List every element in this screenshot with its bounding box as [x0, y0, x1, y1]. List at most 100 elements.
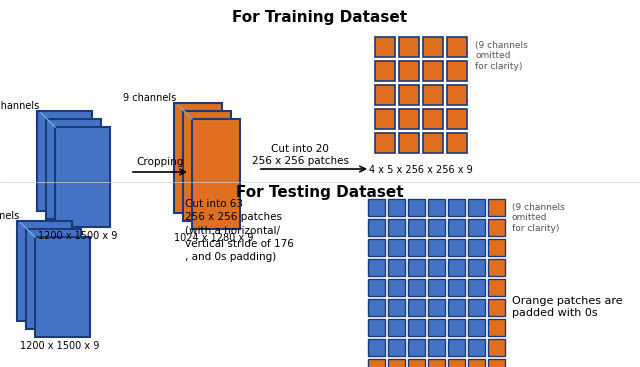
Bar — [368, 339, 385, 356]
Bar — [448, 239, 465, 256]
Bar — [447, 37, 467, 57]
Text: For Training Dataset: For Training Dataset — [232, 10, 408, 25]
Bar — [368, 359, 385, 367]
Bar — [399, 109, 419, 129]
Bar — [423, 61, 443, 81]
Bar — [37, 111, 92, 211]
Text: 1200 x 1500 x 9: 1200 x 1500 x 9 — [38, 231, 118, 241]
Bar — [368, 219, 385, 236]
Bar — [368, 299, 385, 316]
Bar — [447, 109, 467, 129]
Bar — [428, 279, 445, 296]
Bar — [447, 85, 467, 105]
Bar — [428, 259, 445, 276]
Bar — [448, 319, 465, 336]
Bar — [399, 37, 419, 57]
Bar — [388, 239, 405, 256]
Bar — [375, 85, 395, 105]
Bar — [488, 219, 505, 236]
Text: 9 channels: 9 channels — [0, 101, 39, 111]
Bar — [428, 339, 445, 356]
Bar — [448, 359, 465, 367]
Text: 4 x 5 x 256 x 256 x 9: 4 x 5 x 256 x 256 x 9 — [369, 165, 473, 175]
Bar — [423, 37, 443, 57]
Bar — [428, 239, 445, 256]
Bar — [388, 299, 405, 316]
Bar — [408, 199, 425, 216]
Bar — [448, 299, 465, 316]
Bar — [408, 319, 425, 336]
Bar — [448, 259, 465, 276]
Bar — [423, 133, 443, 153]
Bar — [375, 61, 395, 81]
Text: 9 channels: 9 channels — [123, 93, 176, 103]
Bar — [375, 133, 395, 153]
Bar — [399, 85, 419, 105]
Bar — [468, 359, 485, 367]
Bar — [468, 199, 485, 216]
Bar — [408, 339, 425, 356]
Bar — [388, 219, 405, 236]
Text: Cut into 20
256 x 256 patches: Cut into 20 256 x 256 patches — [252, 144, 349, 166]
Bar — [388, 319, 405, 336]
Bar — [408, 279, 425, 296]
Text: Cut into 63
256 x 256 patches
(with a horizontal/
vertical stride of 176
, and 0: Cut into 63 256 x 256 patches (with a ho… — [185, 199, 294, 262]
Text: 9 channels: 9 channels — [0, 211, 19, 221]
Bar — [423, 109, 443, 129]
Bar — [468, 339, 485, 356]
Bar — [368, 239, 385, 256]
Bar — [375, 37, 395, 57]
Bar — [368, 259, 385, 276]
Bar — [488, 319, 505, 336]
Bar — [408, 239, 425, 256]
Bar — [55, 127, 110, 227]
Bar — [388, 339, 405, 356]
Bar — [368, 319, 385, 336]
Text: 1024 x 1280 x 9: 1024 x 1280 x 9 — [174, 233, 253, 243]
Bar — [428, 299, 445, 316]
Bar — [183, 111, 231, 221]
Bar — [468, 299, 485, 316]
Bar — [468, 219, 485, 236]
Text: Cropping: Cropping — [136, 157, 184, 167]
Bar — [447, 61, 467, 81]
Bar — [174, 103, 222, 213]
Bar — [428, 199, 445, 216]
Text: For Testing Dataset: For Testing Dataset — [236, 185, 404, 200]
Bar — [399, 133, 419, 153]
Text: Orange patches are
padded with 0s: Orange patches are padded with 0s — [512, 296, 623, 318]
Text: 1200 x 1500 x 9: 1200 x 1500 x 9 — [20, 341, 100, 351]
Bar — [17, 221, 72, 321]
Bar — [388, 279, 405, 296]
Bar — [488, 339, 505, 356]
Bar — [428, 319, 445, 336]
Bar — [408, 299, 425, 316]
Bar — [399, 61, 419, 81]
Bar — [192, 119, 240, 229]
Bar — [448, 339, 465, 356]
Bar — [408, 359, 425, 367]
Bar — [488, 199, 505, 216]
Bar — [468, 279, 485, 296]
Bar — [468, 239, 485, 256]
Text: (9 channels
omitted
for clarity): (9 channels omitted for clarity) — [475, 41, 528, 71]
Bar — [448, 199, 465, 216]
Bar — [488, 359, 505, 367]
Bar — [388, 199, 405, 216]
Bar — [375, 109, 395, 129]
Bar — [368, 279, 385, 296]
Bar — [408, 219, 425, 236]
Bar — [423, 85, 443, 105]
Bar — [488, 299, 505, 316]
Bar — [488, 259, 505, 276]
Bar — [468, 259, 485, 276]
Bar — [488, 239, 505, 256]
Bar — [388, 359, 405, 367]
Text: (9 channels
omitted
for clarity): (9 channels omitted for clarity) — [512, 203, 564, 233]
Bar — [447, 133, 467, 153]
Bar — [26, 229, 81, 329]
Bar — [408, 259, 425, 276]
Bar — [448, 279, 465, 296]
Bar — [368, 199, 385, 216]
Bar — [448, 219, 465, 236]
